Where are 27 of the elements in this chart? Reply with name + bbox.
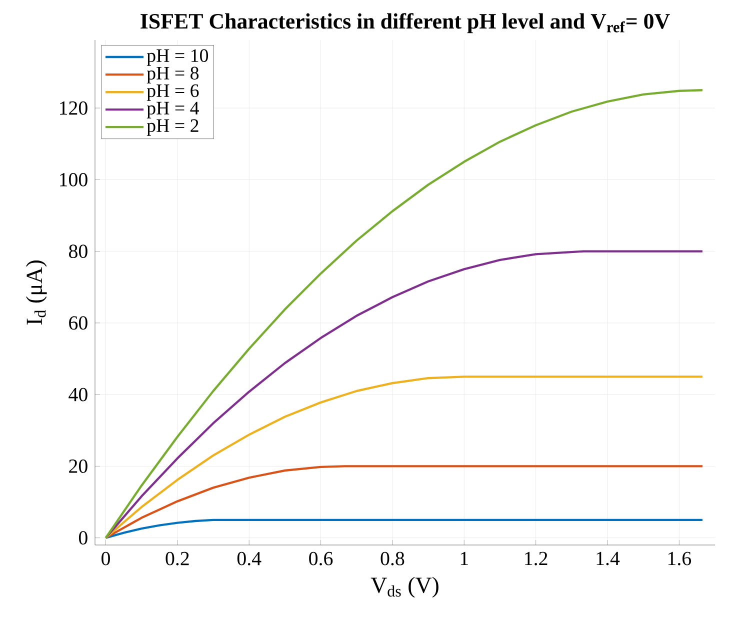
y-tick-label: 120 (60, 101, 88, 115)
x-tick-label: 0 (102, 552, 110, 566)
x-tick-label: 0.4 (237, 552, 262, 566)
legend-label: pH = 6 (146, 84, 199, 101)
y-axis-title: I$_{d}$ (μA) (26, 260, 47, 325)
y-tick-label: 40 (68, 388, 88, 402)
x-tick-label: 0.6 (309, 552, 333, 566)
x-tick-label: 1.4 (596, 552, 620, 566)
y-tick-label: 60 (69, 316, 88, 330)
x-tick-label: 1 (460, 552, 468, 565)
chart-title: ISFET Characteristics in different pH level and V$_{ref}$= 0V (140, 13, 670, 34)
legend-label: pH = 10 (146, 49, 208, 66)
x-tick-label: 1.2 (525, 552, 548, 566)
y-tick-label: 20 (69, 459, 88, 473)
y-tick-label: 100 (60, 172, 88, 186)
line-series (104, 465, 704, 539)
x-axis-title: V$_{ds}$ (V) (370, 576, 438, 598)
legend-label: pH = 4 (146, 102, 200, 118)
legend-label: pH = 2 (146, 119, 198, 136)
line-series (104, 376, 704, 539)
x-tick-label: 0.2 (166, 552, 189, 566)
y-tick-label: 0 (78, 531, 88, 545)
x-tick-label: 1.6 (668, 552, 692, 566)
line-series (104, 250, 704, 539)
x-tick-label: 0.8 (380, 552, 404, 566)
legend-label: pH = 8 (146, 66, 199, 84)
y-tick-label: 80 (69, 244, 88, 258)
